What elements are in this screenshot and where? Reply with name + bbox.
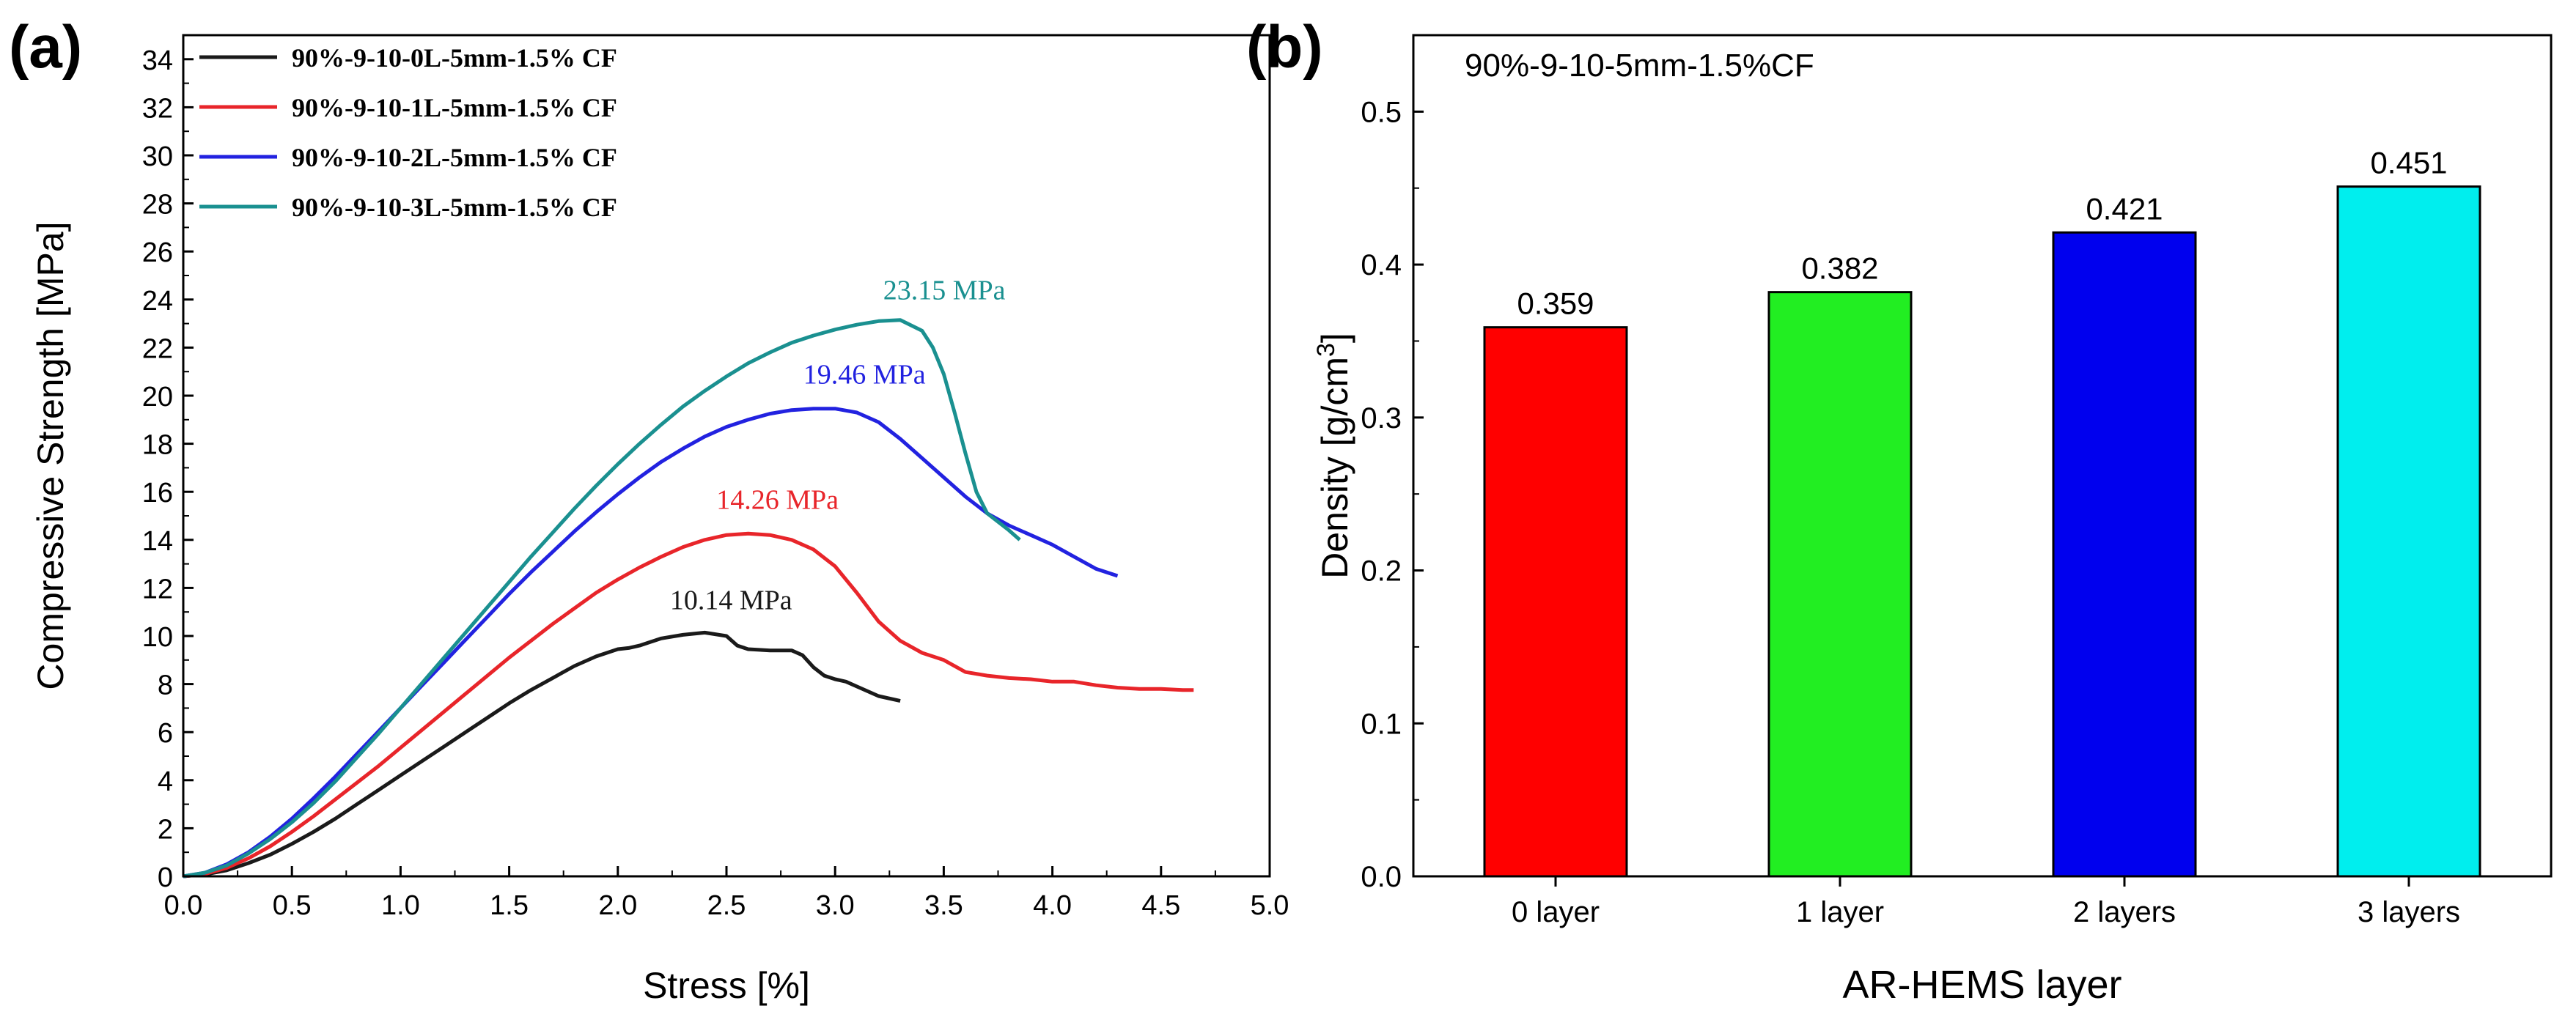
panel-a-x-tick-label: 2.5: [707, 890, 746, 921]
panel-a-peak-labels: 10.14 MPa 14.26 MPa 19.46 MPa 23.15 MPa: [670, 275, 1006, 616]
bar-1: [1767, 291, 1913, 878]
panel-a-x-tick-label: 2.0: [598, 890, 637, 921]
series-line-1: [183, 531, 1194, 879]
panel-a-x-tick-label: 1.0: [381, 890, 420, 921]
panel-b-y-tick-label: 0.0: [1361, 861, 1402, 893]
panel-b-x-tick-label-0: 0 layer: [1512, 896, 1600, 928]
panel-b-x-tick-label-2: 2 layers: [2073, 896, 2176, 928]
panel-b-y-tick-label: 0.4: [1361, 249, 1402, 281]
legend-label-3: 90%-9-10-3L-5mm-1.5% CF: [292, 193, 617, 222]
panel-a-y-tick-label: 28: [142, 190, 173, 221]
panel-a-y-tick-label: 34: [142, 45, 173, 76]
legend-label-2: 90%-9-10-2L-5mm-1.5% CF: [292, 143, 617, 172]
panel-b-plot-frame: [1412, 34, 2553, 878]
panel-b-x-tick-label-1: 1 layer: [1796, 896, 1884, 928]
panel-b-y-tick-label: 0.5: [1361, 96, 1402, 128]
panel-a-x-tick-label: 4.0: [1033, 890, 1072, 921]
bar-2: [2052, 231, 2197, 878]
panel-b-y-tick-label: 0.2: [1361, 555, 1402, 588]
panel-b-bars: 0.359 0.382 0.421 0.451: [1483, 146, 2481, 878]
panel-a-y-tick-label: 10: [142, 622, 173, 653]
bar-3: [2336, 185, 2481, 878]
bar-0: [1483, 326, 1628, 878]
panel-a-x-tick-label: 3.5: [924, 890, 963, 921]
panel-a-x-tick-label: 3.0: [816, 890, 855, 921]
panel-a-series-lines: [183, 318, 1194, 879]
panel-a-y-tick-label: 16: [142, 478, 173, 508]
peak-label-3: 23.15 MPa: [883, 275, 1006, 306]
peak-label-1: 14.26 MPa: [716, 484, 839, 515]
panel-a-y-axis-title: Compressive Strength [MPa]: [30, 221, 71, 689]
series-line-3: [183, 318, 1021, 879]
bar-value-label-0: 0.359: [1517, 286, 1594, 321]
panel-a-x-tick-label: 0.0: [164, 890, 203, 921]
peak-label-2: 19.46 MPa: [803, 360, 926, 391]
panel-a-y-tick-label: 6: [158, 718, 173, 749]
panel-a-y-tick-label: 20: [142, 382, 173, 413]
panel-a-y-tick-label: 18: [142, 430, 173, 461]
panel-a-legend: 90%-9-10-0L-5mm-1.5% CF 90%-9-10-1L-5mm-1…: [199, 43, 617, 222]
bar-value-label-1: 0.382: [1801, 251, 1878, 286]
panel-a-y-tick-label: 26: [142, 237, 173, 268]
panel-a-x-tick-label: 5.0: [1251, 890, 1289, 921]
panel-a-y-tick-label: 2: [158, 814, 173, 845]
panel-a-y-tick-label: 32: [142, 93, 173, 124]
panel-a-y-tick-label: 8: [158, 670, 173, 701]
panel-b-y-axis-title: Density [g/cm3]: [1312, 333, 1355, 579]
panel-a-y-tick-label: 0: [158, 862, 173, 893]
panel-a-y-tick-label: 12: [142, 574, 173, 604]
panel-b-chart-title: 90%-9-10-5mm-1.5%CF: [1465, 48, 1814, 84]
peak-label-0: 10.14 MPa: [670, 585, 792, 615]
panel-b-y-tick-label: 0.1: [1361, 708, 1402, 740]
panel-b-x-tick-label-3: 3 layers: [2358, 896, 2460, 928]
legend-label-1: 90%-9-10-1L-5mm-1.5% CF: [292, 93, 617, 122]
panel-a-y-tick-label: 30: [142, 141, 173, 172]
panel-b-label: (b): [1246, 14, 1323, 81]
series-line-2: [183, 407, 1119, 879]
panel-a-x-tick-label: 4.5: [1141, 890, 1180, 921]
panel-a-x-axis-title: Stress [%]: [643, 965, 810, 1006]
panel-a-x-tick-label: 1.5: [490, 890, 529, 921]
panel-b-x-axis-title: AR-HEMS layer: [1842, 963, 2121, 1007]
panel-a-y-tick-label: 4: [158, 766, 173, 797]
panel-b-x-ticks: 0 layer 1 layer 2 layers 3 layers: [1512, 876, 2460, 928]
legend-label-0: 90%-9-10-0L-5mm-1.5% CF: [292, 43, 617, 73]
panel-a-x-ticks: 0.0 0.5 1.0 1.5 2.0 2.5 3.0 3.5 4.0 4.5 5.0: [164, 866, 1289, 921]
panel-a-y-tick-label: 14: [142, 526, 173, 557]
bar-value-label-3: 0.451: [2370, 146, 2447, 180]
series-line-0: [183, 630, 901, 879]
panel-a-x-tick-label: 0.5: [273, 890, 312, 921]
panel-a-plot-frame: [182, 34, 1271, 878]
panel-b-y-tick-label: 0.3: [1361, 402, 1402, 434]
bar-value-label-2: 0.421: [2086, 191, 2163, 226]
panel-b-y-ticks: 0.0 0.1 0.2 0.3 0.4 0.5: [1361, 34, 1424, 893]
panel-b-bar-chart: (b) 0.00.10.20.30.40.5 0.3590.3820.4210.…: [1246, 14, 2553, 1007]
panel-a-y-tick-label: 22: [142, 333, 173, 364]
panel-a-label: (a): [9, 14, 82, 81]
panel-a-y-tick-label: 24: [142, 286, 173, 317]
